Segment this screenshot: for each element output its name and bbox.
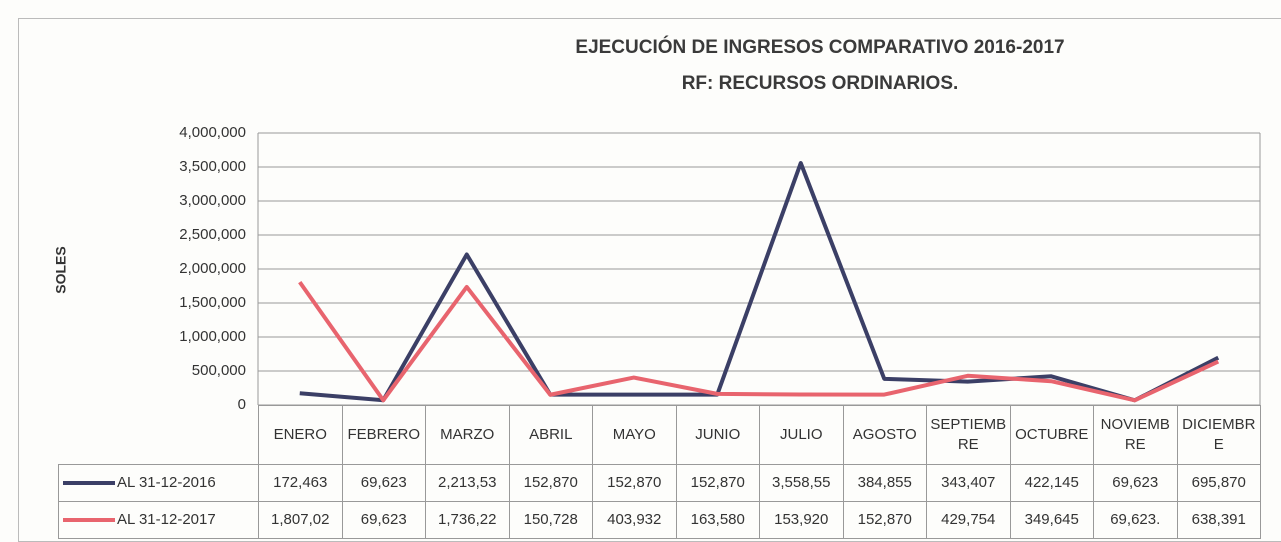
y-tick-label: 1,500,000 bbox=[179, 294, 246, 311]
x-tick-label: AGOSTO bbox=[842, 405, 927, 465]
x-tick-label: MARZO bbox=[425, 405, 510, 465]
data-table: ENERO FEBRERO MARZO ABRIL MAYO JUNIO JULIO AGOS… bbox=[58, 405, 1261, 539]
x-tick-label: FEBRERO bbox=[341, 405, 426, 465]
value-cell: 1,736,22 bbox=[425, 501, 510, 539]
value-cell: 638,391 bbox=[1176, 501, 1261, 539]
x-tick-label: SEPTIEMBRE bbox=[926, 405, 1011, 465]
value-cell: 153,920 bbox=[759, 501, 844, 539]
x-tick-label: MAYO bbox=[592, 405, 677, 465]
chart-title: EJECUCIÓN DE INGRESOS COMPARATIVO 2016-2… bbox=[575, 36, 1064, 58]
x-tick-label: ABRIL bbox=[508, 405, 593, 465]
legend-swatch bbox=[63, 481, 115, 486]
value-cell: 3,558,55 bbox=[759, 464, 844, 502]
x-tick-label: ENERO bbox=[258, 405, 343, 465]
value-cell: 152,870 bbox=[508, 464, 593, 502]
value-cell: 429,754 bbox=[926, 501, 1011, 539]
y-tick-label: 3,500,000 bbox=[179, 158, 246, 175]
value-cell: 152,870 bbox=[675, 464, 760, 502]
value-cell: 69,623. bbox=[1093, 501, 1178, 539]
blank-cell bbox=[59, 406, 259, 465]
value-cell: 150,728 bbox=[508, 501, 593, 539]
value-cell: 69,623 bbox=[341, 501, 426, 539]
value-cell: 349,645 bbox=[1009, 501, 1094, 539]
y-tick-label: 4,000,000 bbox=[179, 124, 246, 141]
y-tick-label: 0 bbox=[238, 396, 246, 413]
legend-label: AL 31-12-2016 bbox=[117, 474, 216, 491]
x-tick-label: NOVIEMBRE bbox=[1093, 405, 1178, 465]
value-cell: 403,932 bbox=[592, 501, 677, 539]
value-cell: 163,580 bbox=[675, 501, 760, 539]
value-cell: 152,870 bbox=[842, 501, 927, 539]
value-cell: 172,463 bbox=[258, 464, 343, 502]
value-cell: 1,807,02 bbox=[258, 501, 343, 539]
x-tick-label: DICIEMBRE bbox=[1176, 405, 1261, 465]
category-row: ENERO FEBRERO MARZO ABRIL MAYO JUNIO JULIO AGOS… bbox=[59, 405, 1261, 465]
value-cell: 384,855 bbox=[842, 464, 927, 502]
value-cell: 69,623 bbox=[1093, 464, 1178, 502]
x-tick-label: JUNIO bbox=[675, 405, 760, 465]
y-tick-label: 2,500,000 bbox=[179, 226, 246, 243]
series-row: AL 31-12-2016 172,463 69,623 2,213,53 152,87… bbox=[58, 464, 1261, 502]
legend-swatch bbox=[63, 518, 115, 523]
y-tick-label: 3,000,000 bbox=[179, 192, 246, 209]
value-cell: 343,407 bbox=[926, 464, 1011, 502]
y-tick-label: 500,000 bbox=[192, 362, 246, 379]
legend-label: AL 31-12-2017 bbox=[117, 511, 216, 528]
y-tick-label: 2,000,000 bbox=[179, 260, 246, 277]
value-cell: 69,623 bbox=[341, 464, 426, 502]
series-line bbox=[298, 280, 1220, 403]
value-cell: 422,145 bbox=[1009, 464, 1094, 502]
x-tick-label: OCTUBRE bbox=[1009, 405, 1094, 465]
y-tick-label: 1,000,000 bbox=[179, 328, 246, 345]
x-tick-label: JULIO bbox=[759, 405, 844, 465]
series-line bbox=[299, 161, 1220, 403]
y-axis-label: SOLES bbox=[53, 246, 69, 293]
value-cell: 152,870 bbox=[592, 464, 677, 502]
value-cell: 695,870 bbox=[1176, 464, 1261, 502]
value-cell: 2,213,53 bbox=[425, 464, 510, 502]
series-row: AL 31-12-2017 1,807,02 69,623 1,736,22 150,7… bbox=[58, 501, 1261, 539]
chart-subtitle: RF: RECURSOS ORDINARIOS. bbox=[682, 73, 959, 94]
legend-entry: AL 31-12-2017 bbox=[58, 501, 259, 539]
legend-entry: AL 31-12-2016 bbox=[58, 464, 259, 502]
